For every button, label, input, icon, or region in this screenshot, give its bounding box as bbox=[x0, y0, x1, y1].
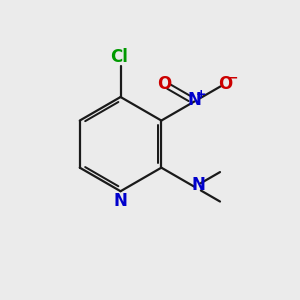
Text: N: N bbox=[192, 176, 206, 194]
Text: N: N bbox=[114, 192, 128, 210]
Text: N: N bbox=[188, 91, 201, 109]
Text: O: O bbox=[218, 75, 232, 93]
Text: O: O bbox=[157, 75, 171, 93]
Text: Cl: Cl bbox=[110, 48, 128, 66]
Text: −: − bbox=[227, 72, 238, 85]
Text: +: + bbox=[196, 88, 206, 100]
